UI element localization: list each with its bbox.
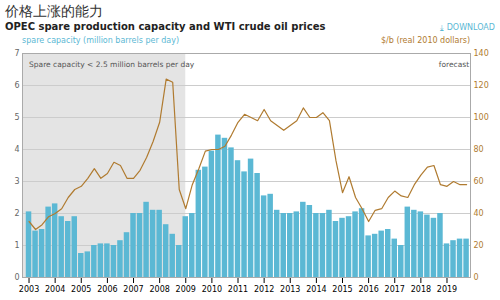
svg-text:4: 4 (14, 145, 19, 154)
svg-text:5: 5 (14, 113, 19, 122)
html-text:OPEC spare production capacity: OPEC spare production capacity and WTI c… (5, 21, 326, 32)
svg-text:2007: 2007 (123, 285, 143, 294)
svg-text:2018: 2018 (411, 285, 431, 294)
svg-text:40: 40 (474, 209, 484, 218)
svg-text:2004: 2004 (45, 285, 65, 294)
svg-text:20: 20 (474, 241, 484, 250)
svg-text:2012: 2012 (254, 285, 274, 294)
svg-text:2008: 2008 (149, 285, 169, 294)
svg-text:2014: 2014 (306, 285, 326, 294)
svg-text:2015: 2015 (332, 285, 352, 294)
svg-text:2009: 2009 (176, 285, 196, 294)
html-text:⤓ DOWNLOAD: ⤓ DOWNLOAD (440, 23, 495, 32)
svg-text:6: 6 (14, 81, 19, 90)
svg-text:0: 0 (14, 273, 19, 282)
svg-text:2019: 2019 (437, 285, 457, 294)
svg-text:Spare capacity < 2.5 million b: Spare capacity < 2.5 million barrels per… (29, 60, 195, 69)
html-text:spare capacity (million barrel: spare capacity (million barrels per day) (22, 36, 180, 45)
svg-text:2011: 2011 (228, 285, 248, 294)
svg-text:2017: 2017 (385, 285, 405, 294)
svg-text:2: 2 (14, 209, 19, 218)
svg-text:120: 120 (474, 81, 489, 90)
svg-text:0: 0 (474, 273, 479, 282)
svg-text:3: 3 (14, 177, 19, 186)
svg-text:2005: 2005 (71, 285, 91, 294)
svg-text:140: 140 (474, 49, 489, 58)
svg-text:forecast: forecast (439, 60, 469, 69)
svg-text:2006: 2006 (97, 285, 117, 294)
svg-text:60: 60 (474, 177, 484, 186)
svg-text:2016: 2016 (358, 285, 378, 294)
svg-text:100: 100 (474, 113, 489, 122)
svg-text:2013: 2013 (280, 285, 300, 294)
svg-text:7: 7 (14, 49, 19, 58)
svg-text:80: 80 (474, 145, 484, 154)
html-text:$/b (real 2010 dollars): $/b (real 2010 dollars) (381, 36, 470, 45)
html-text:价格上涨的能力: 价格上涨的能力 (5, 3, 103, 19)
svg-text:2003: 2003 (19, 285, 39, 294)
svg-text:2010: 2010 (202, 285, 222, 294)
svg-text:1: 1 (14, 241, 19, 250)
